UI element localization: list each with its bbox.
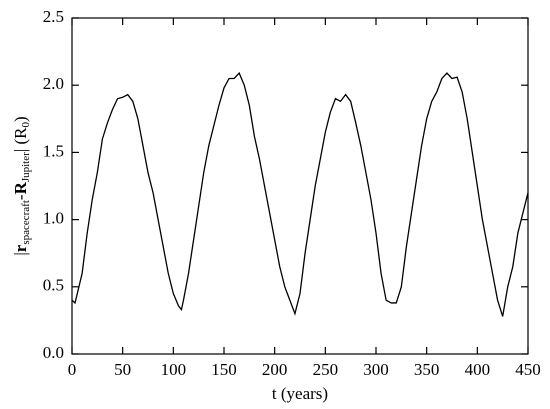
- y-tick-label: 1.5: [43, 141, 64, 160]
- y-label-part: |: [11, 252, 30, 255]
- y-label-part: -: [11, 194, 30, 200]
- x-tick-label: 400: [465, 360, 491, 379]
- y-label-part: R: [11, 181, 30, 194]
- y-tick-label: 2.5: [43, 7, 64, 26]
- x-tick-label: 150: [211, 360, 237, 379]
- x-tick-label: 0: [68, 360, 77, 379]
- y-tick-label: 1.0: [43, 209, 64, 228]
- x-tick-label: 250: [313, 360, 339, 379]
- data-line: [71, 71, 529, 317]
- y-label-part: 0: [20, 122, 32, 128]
- x-tick-label: 50: [114, 360, 131, 379]
- x-tick-label: 450: [515, 360, 541, 379]
- y-axis-label: |rspacecraft-RJupiter| (R0): [11, 116, 32, 255]
- plot-frame: [71, 17, 529, 355]
- y-label-part: (R: [11, 127, 30, 149]
- x-tick-label: 350: [414, 360, 440, 379]
- y-label-part: r: [11, 244, 30, 252]
- y-tick-label: 0.5: [43, 276, 64, 295]
- x-tick-label: 200: [262, 360, 288, 379]
- x-tick-label: 300: [363, 360, 389, 379]
- y-tick-label: 2.0: [43, 74, 64, 93]
- y-label-part: spacecraft: [20, 200, 32, 245]
- y-tick-label: 0.0: [43, 343, 64, 362]
- y-label-part: Jupiter: [20, 152, 32, 182]
- y-label-part: ): [11, 116, 30, 122]
- x-tick-label: 100: [161, 360, 187, 379]
- x-axis-label: t (years): [272, 384, 328, 403]
- y-label-part: |: [11, 149, 30, 152]
